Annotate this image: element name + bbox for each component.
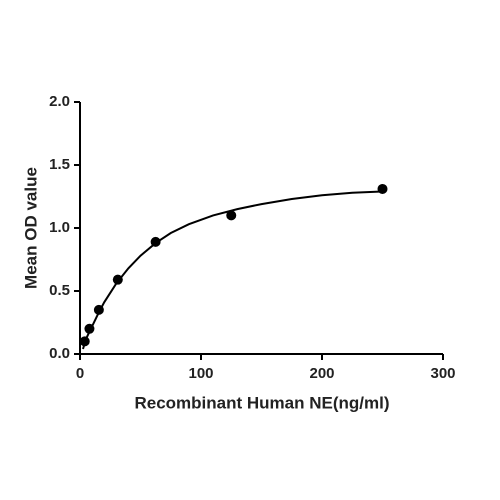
- fit-curve: [82, 190, 383, 350]
- data-point: [150, 236, 161, 247]
- y-tick-label: 2.0: [49, 93, 70, 110]
- data-point: [377, 183, 388, 194]
- x-tick-label: 300: [430, 365, 455, 382]
- y-axis-label: Mean OD value: [21, 167, 40, 289]
- data-point: [226, 210, 237, 221]
- data-point: [93, 304, 104, 315]
- x-tick-label: 0: [76, 365, 84, 382]
- x-tick-label: 200: [309, 365, 334, 382]
- y-tick-label: 0.0: [49, 345, 70, 362]
- y-tick-label: 1.0: [49, 219, 70, 236]
- x-tick-label: 100: [188, 365, 213, 382]
- y-tick-label: 0.5: [49, 282, 70, 299]
- data-point: [84, 323, 95, 334]
- data-point: [112, 274, 123, 285]
- y-tick-label: 1.5: [49, 156, 70, 173]
- data-point: [79, 336, 90, 347]
- x-axis-label: Recombinant Human NE(ng/ml): [134, 393, 389, 412]
